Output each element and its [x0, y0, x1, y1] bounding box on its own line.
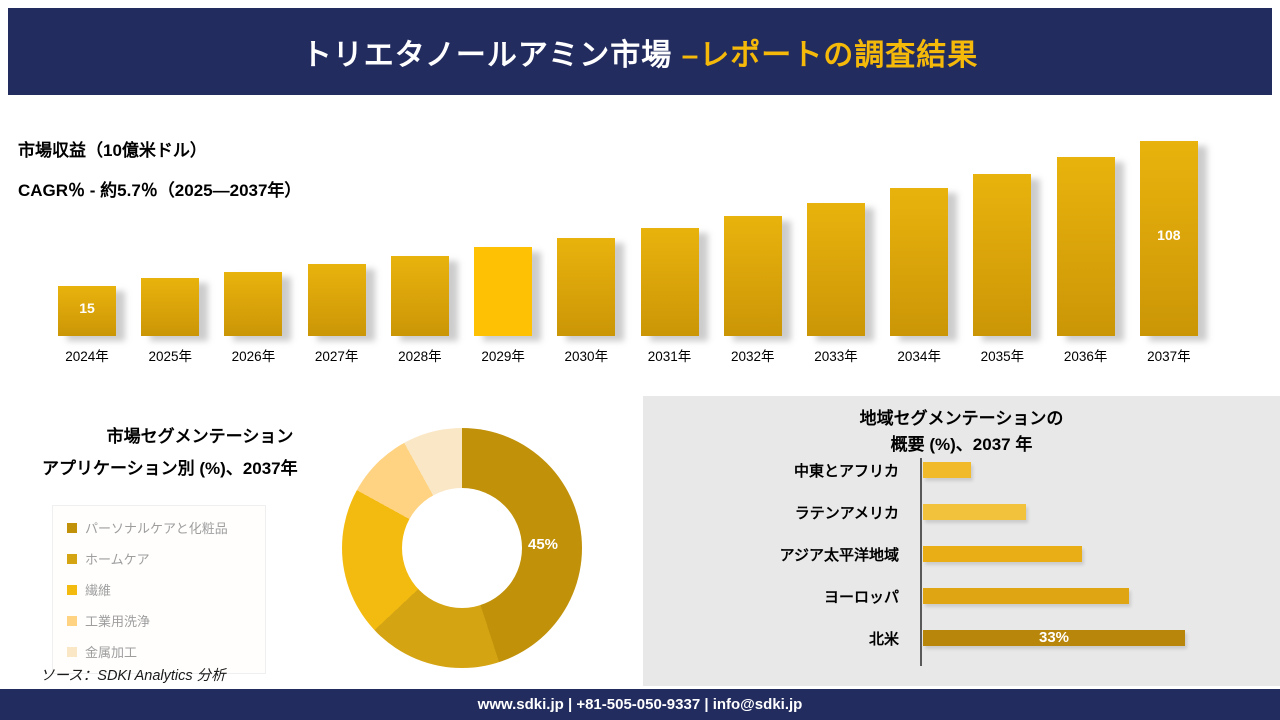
- regional-category-label: 北米: [868, 630, 899, 648]
- revenue-bar-column: 2029年: [474, 247, 533, 364]
- bar-value-label: 15: [79, 300, 95, 316]
- x-axis-label: 2026年: [231, 349, 276, 364]
- regional-title-line2: 概要 (%)、2037 年: [890, 435, 1033, 454]
- legend: パーソナルケアと化粧品 ホームケア繊維工業用洗浄金属加工: [52, 505, 266, 674]
- revenue-bar: [1056, 157, 1115, 336]
- regional-category-label: 中東とアフリカ: [793, 462, 899, 480]
- legend-label: パーソナルケアと化粧品: [85, 521, 228, 536]
- page-title: トリエタノールアミン市場 –レポートの調査結果: [302, 30, 979, 74]
- legend-label: 工業用洗浄: [85, 614, 151, 629]
- donut-value-label: 45%: [528, 536, 559, 553]
- x-axis-label: 2030年: [564, 349, 609, 364]
- revenue-bar: [141, 278, 200, 336]
- revenue-bar-column: 2028年: [390, 256, 449, 364]
- regional-title-line1: 地域セグメンテーションの: [859, 409, 1064, 428]
- legend-swatch: [67, 615, 77, 626]
- revenue-bar-column: 2031年: [640, 228, 699, 364]
- legend-item: パーソナルケアと化粧品: [67, 518, 251, 537]
- x-axis-label: 2035年: [980, 349, 1025, 364]
- regional-category-label: ヨーロッパ: [823, 588, 899, 606]
- legend-swatch: [67, 553, 77, 564]
- revenue-bar-column: 2032年: [723, 216, 782, 364]
- revenue-bar-column: 2033年: [806, 203, 865, 364]
- segmentation-subtitle: アプリケーション別 (%)、2037年: [42, 459, 298, 478]
- revenue-bar: [474, 247, 533, 336]
- x-axis-label: 2037年: [1147, 349, 1191, 364]
- legend-swatch: [67, 522, 77, 533]
- regional-panel: 地域セグメンテーションの 概要 (%)、2037 年 中東とアフリカ ラテンアメリ…: [643, 396, 1280, 686]
- x-axis-label: 2036年: [1063, 349, 1108, 364]
- legend-label: 繊維: [85, 583, 112, 598]
- x-axis-label: 2024年: [65, 349, 109, 364]
- x-axis-label: 2029年: [481, 349, 525, 364]
- revenue-bar: [224, 272, 283, 336]
- revenue-bar-column: 2027年: [307, 264, 366, 364]
- header-banner: トリエタノールアミン市場 –レポートの調査結果: [8, 8, 1272, 95]
- footer-contact-text: www.sdki.jp | +81-505-050-9337 | info@sd…: [477, 696, 803, 713]
- legend-item: ホームケア: [67, 549, 251, 568]
- revenue-bar-column: 2026年: [224, 272, 283, 364]
- revenue-bar: [557, 238, 616, 336]
- bar-value-label: 108: [1157, 227, 1181, 243]
- regional-category-label: ラテンアメリカ: [794, 504, 899, 522]
- regional-row: 北米 33%: [643, 630, 1280, 648]
- x-axis-label: 2025年: [148, 349, 192, 364]
- regional-bar: 33%: [923, 630, 1185, 646]
- segmentation-title: 市場セグメンテーション: [106, 427, 294, 446]
- revenue-chart-title: 市場収益（10億米ドル）: [18, 141, 207, 160]
- x-axis-label: 2034年: [897, 349, 941, 364]
- revenue-bar-column: 2025年: [141, 278, 200, 364]
- revenue-bars: 15 2024年 2025年 2026年 2027年 2028年 2029年 2030年 203…: [58, 140, 1198, 364]
- regional-row: ヨーロッパ: [643, 588, 1280, 606]
- revenue-bar: [307, 264, 366, 336]
- revenue-bar: 15: [58, 286, 116, 336]
- legend-label: ホームケア: [85, 552, 150, 567]
- x-axis-label: 2028年: [398, 349, 442, 364]
- revenue-bar: [806, 203, 865, 336]
- page-title-accent: –レポートの調査結果: [681, 38, 979, 72]
- donut-hole: [402, 488, 522, 608]
- regional-bar: [923, 504, 1026, 520]
- regional-row: アジア太平洋地域: [643, 546, 1280, 564]
- regional-axis-line: [920, 458, 922, 666]
- regional-row: 中東とアフリカ: [643, 462, 1280, 480]
- revenue-bar: 108: [1139, 141, 1198, 336]
- revenue-bar-column: 108 2037年: [1139, 141, 1198, 364]
- revenue-bar-column: 15 2024年: [58, 286, 116, 364]
- revenue-bar: [973, 174, 1032, 336]
- revenue-bar-column: 2030年: [557, 238, 616, 364]
- revenue-bar: [723, 216, 782, 336]
- regional-bar: [923, 462, 971, 478]
- donut-chart: 45%: [342, 428, 582, 668]
- legend-swatch: [67, 646, 77, 657]
- x-axis-label: 2031年: [647, 349, 692, 364]
- legend-label: 金属加工: [85, 645, 138, 660]
- revenue-bar: [890, 188, 949, 336]
- regional-bar: [923, 588, 1129, 604]
- cagr-label: CAGR％ - 約5.7％（2025―2037年）: [18, 181, 302, 200]
- x-axis-label: 2033年: [814, 349, 858, 364]
- legend-item: 繊維: [67, 580, 251, 599]
- regional-rows: 中東とアフリカ ラテンアメリカアジア太平洋地域ヨーロッパ北米 33%: [643, 462, 1280, 648]
- legend-swatch: [67, 584, 77, 595]
- footer-banner: www.sdki.jp | +81-505-050-9337 | info@sd…: [0, 689, 1280, 720]
- legend-item: 工業用洗浄: [67, 611, 251, 630]
- revenue-bar-column: 2035年: [973, 174, 1032, 364]
- regional-row: ラテンアメリカ: [643, 504, 1280, 522]
- legend-item: 金属加工: [67, 642, 251, 661]
- x-axis-label: 2032年: [730, 349, 775, 364]
- revenue-bar: [640, 228, 699, 336]
- regional-category-label: アジア太平洋地域: [779, 546, 899, 564]
- regional-value-label: 33%: [1038, 629, 1070, 646]
- revenue-bar: [390, 256, 449, 336]
- x-axis-label: 2027年: [314, 349, 359, 364]
- revenue-bar-column: 2034年: [890, 188, 949, 364]
- revenue-bar-column: 2036年: [1056, 157, 1115, 364]
- page-title-main: トリエタノールアミン市場: [301, 38, 682, 72]
- regional-bar: [923, 546, 1082, 562]
- source-note: ソース：SDKI Analytics 分析: [40, 668, 226, 684]
